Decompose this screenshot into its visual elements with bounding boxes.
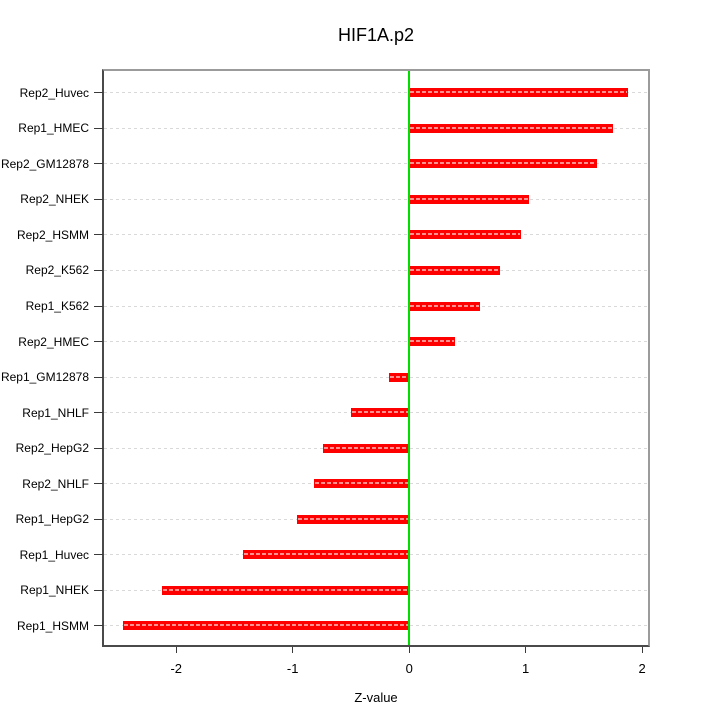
bar-inner-dash [410,197,529,200]
y-tick [94,625,103,627]
row-guide-line [104,269,648,271]
bar [409,123,614,133]
bar [322,443,410,453]
row-guide-line [104,305,648,307]
y-tick [94,198,103,200]
bar-inner-dash [410,126,613,129]
category-label: Rep1_K562 [25,299,89,313]
bar [242,550,410,560]
bar-inner-dash [410,91,628,94]
category-label: Rep1_Huvec [19,547,89,562]
y-tick [94,127,103,129]
row-guide-line [104,341,648,343]
y-tick [94,589,103,591]
category-label: Rep1_NHEK [20,583,89,598]
category-label: Rep1_NHLF [22,405,89,420]
y-tick [94,483,103,485]
bar-inner-dash [390,375,409,378]
category-label: Rep2_K562 [25,263,89,278]
y-tick [94,305,103,307]
x-axis-label: Z-value [354,690,398,705]
row-guide-line [104,198,648,200]
y-tick [94,412,103,414]
y-tick [94,376,103,378]
x-tick-label: 2 [638,661,646,676]
row-guide-line [104,163,648,165]
bar [409,88,629,98]
bar-inner-dash [410,233,521,236]
x-tick-label: 1 [522,661,530,676]
bar-inner-dash [243,553,409,556]
category-label: Rep2_NHEK [20,192,89,207]
x-tick-label: 0 [405,661,413,676]
x-tick [641,647,643,653]
bar-inner-dash [410,162,596,165]
row-guide-line [104,127,648,129]
bar [409,337,455,347]
chart-title: HIF1A.p2 [337,25,415,45]
bar [409,159,597,169]
row-guide-line [104,376,648,378]
bar-inner-dash [410,268,500,271]
plot-area [102,69,650,647]
bar-inner-dash [323,446,409,449]
x-tick [408,647,410,653]
bar-inner-dash [163,588,409,591]
bar-inner-dash [123,624,409,627]
bar [297,514,410,524]
row-guide-line [104,92,648,94]
category-label: Rep1_GM12878 [0,370,89,385]
x-tick [292,647,294,653]
x-tick-label: -2 [170,661,182,676]
y-tick [94,234,103,236]
bar [313,479,410,489]
bar [409,194,530,204]
category-label: Rep2_Huvec [19,85,89,100]
bar [162,585,410,595]
bar [389,372,410,382]
y-tick [94,518,103,520]
bar-inner-dash [314,482,409,485]
bar [409,301,481,311]
y-tick [94,341,103,343]
y-tick [94,447,103,449]
bar-inner-dash [410,304,480,307]
y-tick [94,269,103,271]
x-tick-label: -1 [286,661,299,676]
category-label: Rep2_HepG2 [15,441,89,456]
category-label: Rep2_GM12878 [0,156,89,171]
bar [122,621,410,631]
category-label: Rep1_HepG2 [15,512,89,527]
category-label: Rep2_NHLF [22,476,89,491]
x-tick [525,647,527,653]
x-tick [175,647,177,653]
category-label: Rep2_HSMM [16,227,89,242]
bar [350,408,410,418]
category-label: Rep2_HMEC [18,334,89,349]
category-label: Rep1_HSMM [16,618,89,633]
row-guide-line [104,234,648,236]
bar [409,265,501,275]
y-tick [94,554,103,556]
category-label: Rep1_HMEC [18,121,89,136]
zero-baseline [408,71,411,645]
bar-inner-dash [410,340,454,343]
y-tick [94,92,103,94]
bar-inner-dash [351,411,409,414]
y-tick [94,163,103,165]
bar [409,230,522,240]
bar-inner-dash [298,517,409,520]
